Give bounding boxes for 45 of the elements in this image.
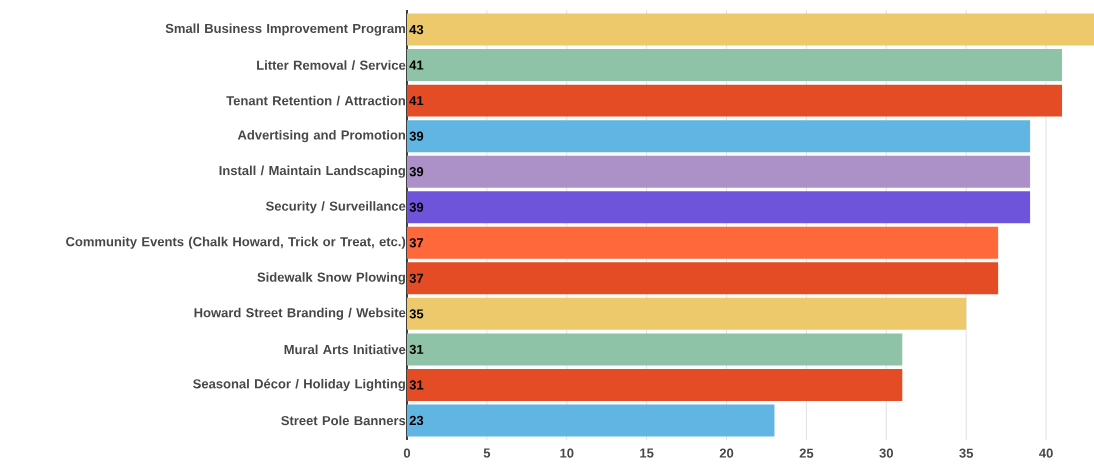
x-tick-label: 30 (879, 448, 893, 458)
data-label: 39 (409, 167, 424, 177)
x-tick-label: 25 (799, 448, 814, 458)
data-label: 43 (409, 24, 424, 35)
data-label: 23 (409, 415, 424, 426)
y-tick-label: Community Events (Chalk Howard, Trick or Treat, etc.) (66, 236, 406, 249)
x-tick-label: 0 (403, 448, 411, 458)
x-tick-label: 5 (483, 448, 491, 458)
y-tick-label: Litter Removal / Service (257, 60, 406, 70)
bar (407, 191, 1031, 224)
y-tick-label: Mural Arts Initiative (284, 344, 406, 355)
data-label: 41 (409, 60, 424, 70)
y-tick-label: Advertising and Promotion (237, 130, 405, 143)
data-label: 35 (409, 309, 424, 319)
data-label: 31 (409, 380, 424, 390)
data-label: 37 (409, 273, 424, 283)
y-tick-label: Sidewalk Snow Plowing (257, 272, 405, 285)
x-tick-label: 20 (719, 448, 734, 458)
bar (407, 49, 1063, 82)
bar (407, 297, 967, 330)
x-tick-label: 10 (560, 448, 574, 458)
bar (407, 368, 903, 401)
x-tick-label: 40 (1039, 448, 1053, 458)
y-tick-label: Street Pole Banners (281, 415, 406, 426)
data-label: 39 (409, 131, 424, 141)
y-tick-label: Howard Street Branding / Website (194, 307, 406, 320)
bar (407, 155, 1031, 188)
bar (407, 226, 999, 259)
x-tick-label: 15 (640, 448, 654, 458)
bar (407, 84, 1063, 117)
bar (407, 404, 775, 437)
bar (407, 333, 903, 366)
x-tick-label: 35 (959, 448, 974, 458)
bar (407, 120, 1031, 153)
bar (407, 262, 999, 295)
data-label: 39 (409, 202, 424, 212)
y-tick-label: Tenant Retention / Attraction (226, 95, 405, 106)
bar (407, 13, 1094, 46)
data-label: 31 (409, 344, 424, 354)
data-label: 41 (409, 96, 424, 106)
y-tick-label: Small Business Improvement Program (165, 23, 405, 36)
y-tick-label: Install / Maintain Landscaping (219, 165, 405, 178)
data-label: 37 (409, 238, 424, 248)
y-tick-label: Seasonal Décor / Holiday Lighting (193, 378, 405, 392)
y-tick-label: Security / Surveillance (265, 201, 406, 214)
